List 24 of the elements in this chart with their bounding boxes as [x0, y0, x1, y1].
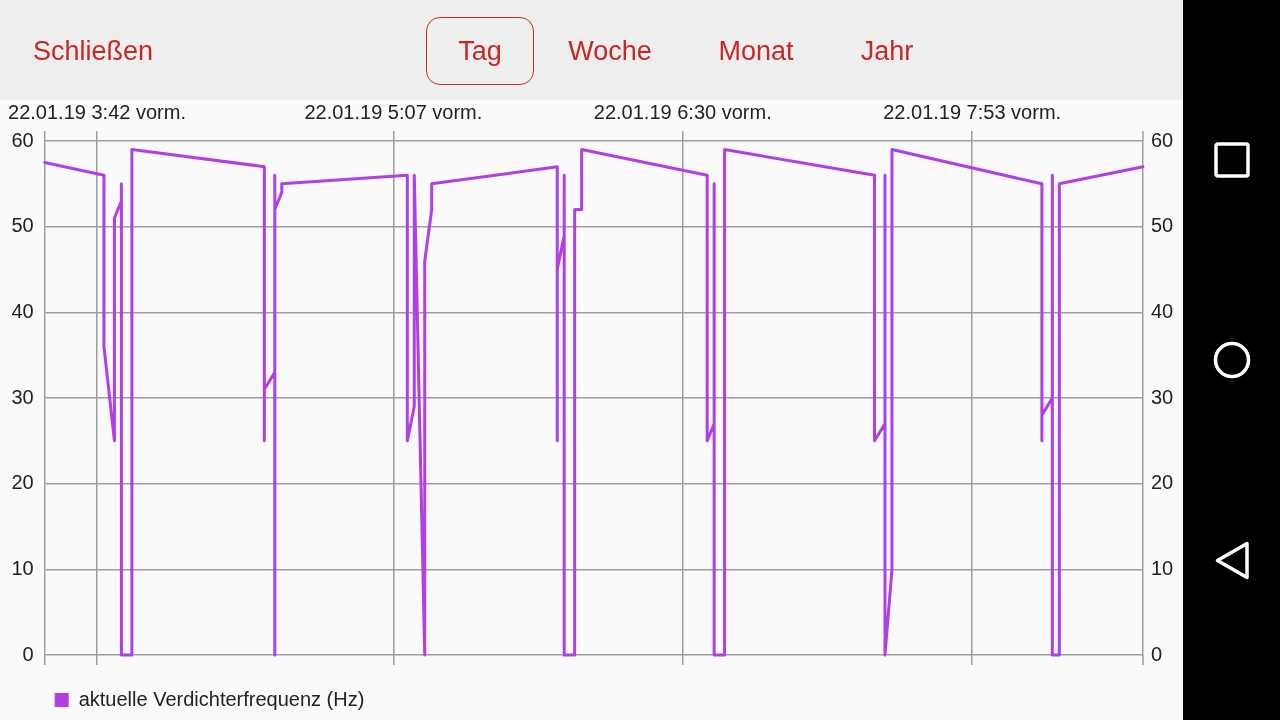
x-tick-label: 22.01.19 6:30 vorm.: [593, 100, 772, 123]
y-tick-label: 60: [11, 128, 34, 151]
y-tick-label: 50: [11, 214, 34, 237]
legend-label: aktuelle Verdichterfrequenz (Hz): [78, 687, 365, 710]
text: Jahr: [860, 35, 914, 68]
y2-tick-label: 50: [1151, 214, 1174, 237]
x-tick-label: 22.01.19 3:42 vorm.: [8, 100, 186, 123]
x-tick-label: 22.01.19 5:07 vorm.: [304, 100, 483, 123]
y-tick-label: 20: [11, 471, 34, 494]
y2-tick-label: 60: [1151, 128, 1174, 151]
y-tick-label: 10: [11, 556, 34, 579]
x-tick-label: 22.01.19 7:53 vorm.: [883, 100, 1062, 123]
text: Monat: [718, 35, 794, 68]
y2-tick-label: 30: [1151, 385, 1174, 408]
text: Woche: [568, 35, 652, 68]
y2-tick-label: 20: [1151, 471, 1174, 494]
y-tick-label: 40: [11, 299, 34, 322]
y2-tick-label: 10: [1151, 556, 1174, 579]
y-tick-label: 30: [11, 385, 34, 408]
y2-tick-label: 40: [1151, 299, 1174, 322]
y2-tick-label: 0: [1151, 642, 1163, 665]
text: Schließen: [32, 35, 154, 68]
text: Tag: [458, 35, 502, 68]
y-tick-label: 0: [22, 642, 34, 665]
